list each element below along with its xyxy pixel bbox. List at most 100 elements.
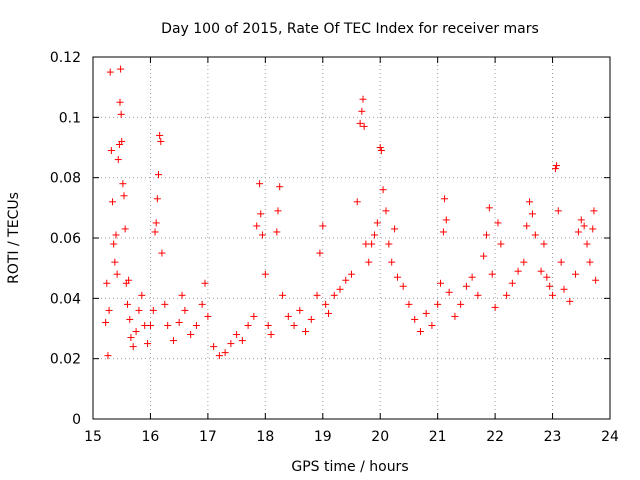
data-point xyxy=(201,279,209,287)
data-point xyxy=(514,267,522,275)
data-point xyxy=(178,291,186,299)
data-point xyxy=(123,300,131,308)
data-point xyxy=(491,303,499,311)
data-point xyxy=(161,300,169,308)
data-point xyxy=(360,122,368,130)
data-point xyxy=(198,300,206,308)
data-point xyxy=(227,340,235,348)
data-point xyxy=(102,318,110,326)
data-point xyxy=(154,171,162,179)
data-point xyxy=(110,240,118,248)
data-point xyxy=(497,240,505,248)
data-point xyxy=(546,282,554,290)
x-tick-label: 24 xyxy=(601,429,619,445)
y-axis-label: ROTI / TECUs xyxy=(6,192,22,284)
data-point xyxy=(566,297,574,305)
data-point xyxy=(121,225,129,233)
data-point xyxy=(482,231,490,239)
data-point xyxy=(257,210,265,218)
data-point xyxy=(586,258,594,266)
x-axis-tick-labels: 15 16 17 18 19 20 21 22 23 24 xyxy=(84,429,619,445)
data-point xyxy=(152,219,160,227)
data-point xyxy=(117,65,125,73)
data-point xyxy=(112,231,120,239)
data-point xyxy=(111,258,119,266)
data-point xyxy=(238,337,246,345)
data-point xyxy=(157,137,165,145)
data-point xyxy=(316,249,324,257)
data-point xyxy=(125,276,133,284)
data-point xyxy=(113,270,121,278)
data-point xyxy=(273,228,281,236)
data-point xyxy=(503,291,511,299)
data-point xyxy=(250,312,258,320)
data-points xyxy=(102,65,600,360)
data-point xyxy=(336,285,344,293)
data-point xyxy=(553,162,561,170)
data-point xyxy=(118,137,126,145)
data-point xyxy=(520,258,528,266)
data-point xyxy=(474,291,482,299)
data-point xyxy=(580,222,588,230)
data-point xyxy=(485,204,493,212)
x-tick-label: 21 xyxy=(429,429,447,445)
data-point xyxy=(373,219,381,227)
x-tick-label: 20 xyxy=(371,429,389,445)
data-point xyxy=(462,282,470,290)
y-tick-label: 0.02 xyxy=(50,352,81,368)
data-point xyxy=(388,258,396,266)
data-point xyxy=(468,273,476,281)
data-point xyxy=(264,321,272,329)
y-tick-label: 0.06 xyxy=(50,231,81,247)
data-point xyxy=(442,216,450,224)
x-tick-label: 16 xyxy=(142,429,160,445)
data-point xyxy=(391,225,399,233)
data-point xyxy=(441,195,449,203)
x-tick-label: 19 xyxy=(314,429,332,445)
data-point xyxy=(192,321,200,329)
data-point xyxy=(204,312,212,320)
data-point xyxy=(149,306,157,314)
data-point xyxy=(244,321,252,329)
data-point xyxy=(434,300,442,308)
y-tick-label: 0.04 xyxy=(50,291,81,307)
data-point xyxy=(169,337,177,345)
data-point xyxy=(284,312,292,320)
data-point xyxy=(117,110,125,118)
data-point xyxy=(393,273,401,281)
data-point xyxy=(399,282,407,290)
data-point xyxy=(279,291,287,299)
data-point xyxy=(187,331,195,339)
data-point xyxy=(416,328,424,336)
data-point xyxy=(114,156,122,164)
data-point xyxy=(356,119,364,127)
data-point xyxy=(330,291,338,299)
y-tick-label: 0.08 xyxy=(50,171,81,187)
data-point xyxy=(104,352,112,360)
data-point xyxy=(557,258,565,266)
data-point xyxy=(359,95,367,103)
data-point xyxy=(138,291,146,299)
data-point xyxy=(422,309,430,317)
data-point xyxy=(322,300,330,308)
data-point xyxy=(135,306,143,314)
data-point xyxy=(233,331,241,339)
data-point xyxy=(590,207,598,215)
data-point xyxy=(358,107,366,115)
x-tick-label: 15 xyxy=(84,429,102,445)
data-point xyxy=(572,270,580,278)
data-point xyxy=(105,306,113,314)
data-point xyxy=(540,240,548,248)
data-point xyxy=(554,207,562,215)
data-point xyxy=(221,349,229,357)
y-tick-label: 0.12 xyxy=(50,50,81,66)
data-point xyxy=(437,279,445,287)
data-point xyxy=(181,306,189,314)
data-point xyxy=(583,240,591,248)
data-point xyxy=(589,225,597,233)
data-point xyxy=(365,258,373,266)
data-point xyxy=(488,270,496,278)
data-point xyxy=(107,147,115,155)
data-point xyxy=(353,198,361,206)
